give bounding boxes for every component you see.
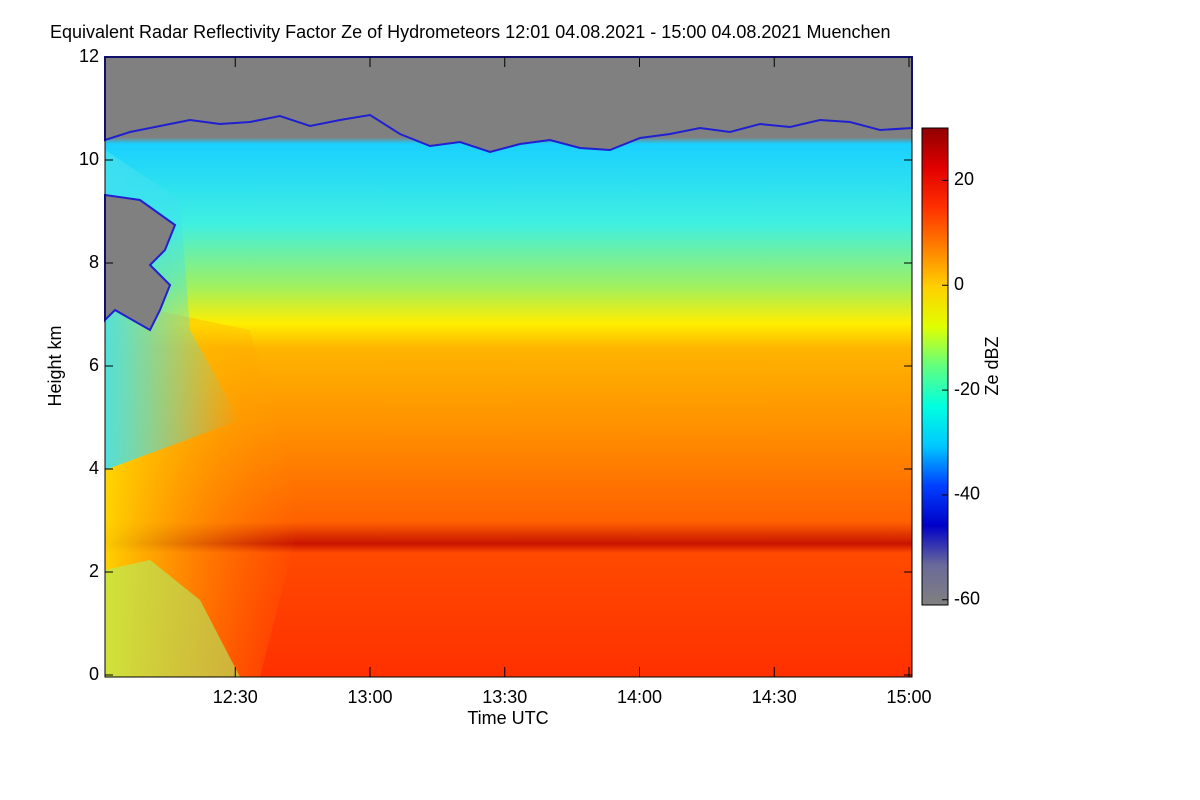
- x-tick-label: 14:00: [617, 687, 662, 707]
- chart-title: Equivalent Radar Reflectivity Factor Ze …: [50, 22, 891, 42]
- y-tick-label: 10: [79, 149, 99, 169]
- y-tick-label: 4: [89, 458, 99, 478]
- colorbar-tick-label: -20: [954, 379, 980, 399]
- x-tick-label: 13:30: [482, 687, 527, 707]
- colorbar-tick-label: 20: [954, 169, 974, 189]
- y-tick-label: 8: [89, 252, 99, 272]
- colorbar-tick-label: 0: [954, 274, 964, 294]
- radar-field: [104, 56, 913, 677]
- y-tick-label: 2: [89, 561, 99, 581]
- y-axis-label: Height km: [45, 325, 65, 406]
- x-axis-label: Time UTC: [467, 708, 548, 728]
- x-tick-label: 13:00: [347, 687, 392, 707]
- colorbar-tick-label: -40: [954, 484, 980, 504]
- y-tick-label: 12: [79, 46, 99, 66]
- y-tick-label: 6: [89, 355, 99, 375]
- colorbar: [921, 127, 949, 606]
- x-tick-label: 15:00: [886, 687, 931, 707]
- colorbar-label: Ze dBZ: [982, 336, 1002, 395]
- x-tick-label: 14:30: [752, 687, 797, 707]
- colorbar-tick-label: -60: [954, 589, 980, 609]
- plot-frame: [104, 56, 913, 678]
- y-tick-label: 0: [89, 664, 99, 684]
- x-tick-label: 12:30: [213, 687, 258, 707]
